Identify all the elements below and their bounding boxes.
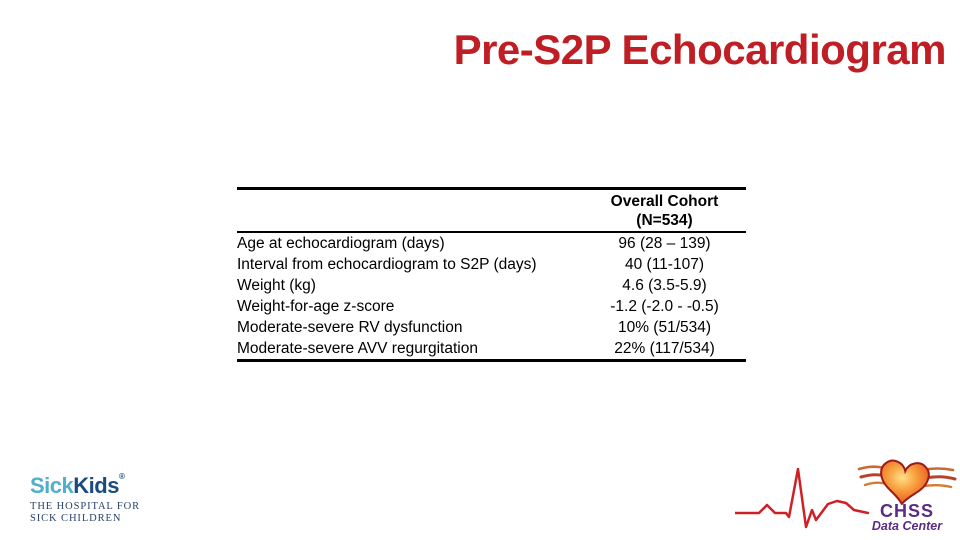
table-row: Age at echocardiogram (days) 96 (28 – 13… (237, 232, 746, 254)
row-value: 40 (11-107) (625, 256, 704, 273)
heart-icon (857, 459, 957, 505)
ekg-heartbeat-icon (733, 461, 870, 531)
table-row: Moderate-severe RV dysfunction 10% (51/5… (237, 317, 746, 338)
header-cohort-title: Overall Cohort (610, 193, 719, 210)
registered-trademark-icon: ® (118, 472, 125, 481)
cohort-table: Overall Cohort (N=534) Age at echocardio… (237, 187, 746, 362)
table-row: Moderate-severe AVV regurgitation 22% (1… (237, 338, 746, 361)
cohort-table-body: Age at echocardiogram (days) 96 (28 – 13… (237, 232, 746, 361)
chss-logo: CHSS Data Center (856, 459, 958, 533)
row-value: 22% (117/534) (614, 340, 715, 357)
sickkids-word-kids: Kids (73, 473, 119, 498)
sickkids-tagline-line2: SICK CHILDREN (30, 512, 122, 524)
sickkids-word-sick: Sick (30, 473, 74, 498)
sickkids-tagline-line1: THE HOSPITAL FOR (30, 501, 141, 512)
chss-subtitle: Data Center (871, 519, 943, 533)
header-empty-cell (237, 188, 583, 233)
row-value: -1.2 (-2.0 - -0.5) (610, 298, 719, 315)
row-label: Moderate-severe RV dysfunction (237, 319, 463, 336)
ekg-heartbeat-svg (733, 467, 870, 529)
row-label: Moderate-severe AVV regurgitation (237, 340, 478, 357)
cohort-table-container: Overall Cohort (N=534) Age at echocardio… (237, 187, 746, 362)
header-cohort-n: (N=534) (636, 212, 693, 229)
table-row: Interval from echocardiogram to S2P (day… (237, 254, 746, 275)
table-row: Weight (kg) 4.6 (3.5-5.9) (237, 275, 746, 296)
row-label: Weight (kg) (237, 277, 316, 294)
row-label: Interval from echocardiogram to S2P (day… (237, 256, 537, 273)
table-row: Weight-for-age z-score -1.2 (-2.0 - -0.5… (237, 296, 746, 317)
cohort-table-header: Overall Cohort (N=534) (237, 188, 746, 233)
row-value: 10% (51/534) (617, 319, 712, 336)
row-label: Age at echocardiogram (days) (237, 235, 445, 252)
header-cohort-cell: Overall Cohort (N=534) (583, 188, 746, 233)
sickkids-logo: SickKids® THE HOSPITAL FOR SICK CHILDREN (30, 472, 141, 524)
sickkids-wordmark: SickKids® (30, 472, 140, 498)
row-label: Weight-for-age z-score (237, 298, 395, 315)
row-value: 96 (28 – 139) (618, 235, 711, 252)
chss-name: CHSS (879, 501, 934, 521)
slide-title: Pre-S2P Echocardiogram (453, 26, 947, 73)
row-value: 4.6 (3.5-5.9) (622, 277, 707, 294)
